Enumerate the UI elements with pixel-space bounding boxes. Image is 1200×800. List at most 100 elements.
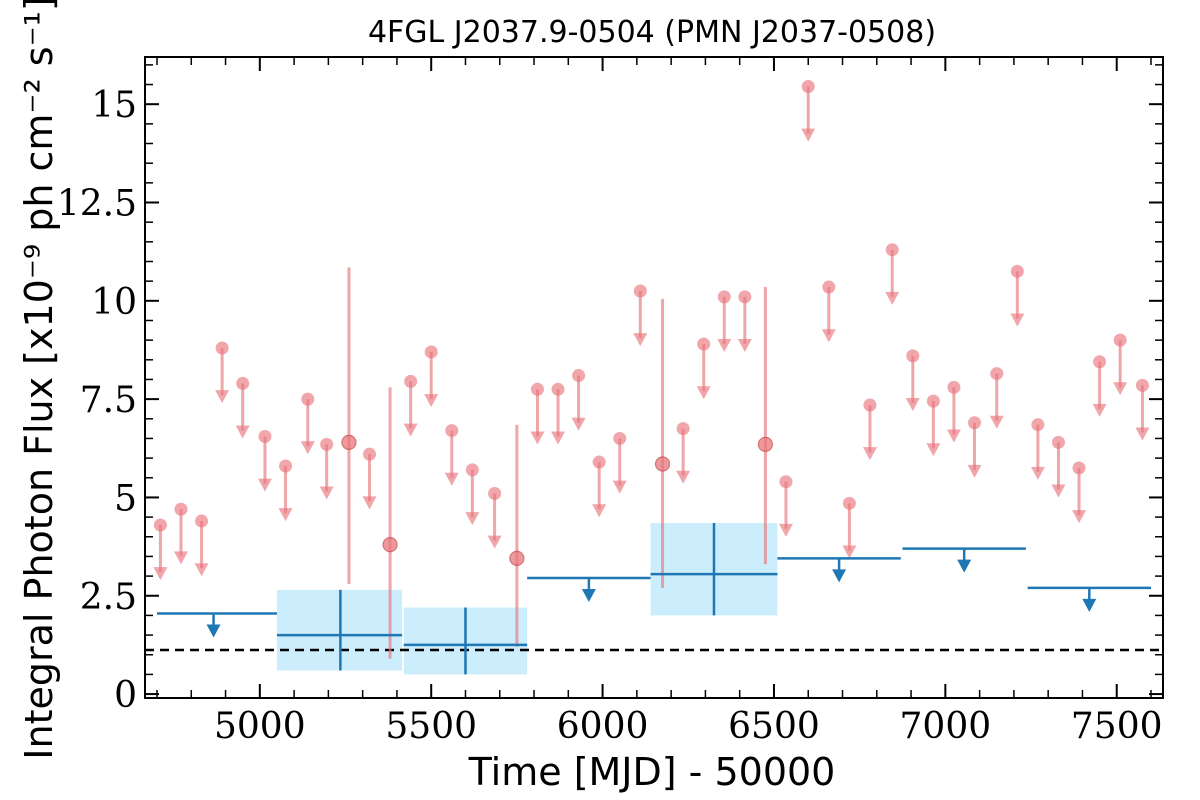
plot-frame <box>144 56 1164 699</box>
long-upper-limit-arrow <box>206 624 221 638</box>
short-upper-limit-point <box>779 475 793 489</box>
short-upper-limit-point <box>801 79 815 93</box>
short-upper-limit-point <box>404 374 418 388</box>
short-upper-limit-arrow <box>905 398 920 412</box>
short-upper-limit-point <box>863 398 877 412</box>
short-detection-point <box>654 456 671 472</box>
short-upper-limit-arrow <box>173 551 188 565</box>
y-tick-label: 10 <box>91 282 137 323</box>
short-upper-limit-point <box>926 394 940 408</box>
short-upper-limit-arrow <box>1010 313 1025 327</box>
short-upper-limit-arrow <box>946 429 961 443</box>
short-upper-limit-arrow <box>1051 484 1066 498</box>
short-upper-limit-point <box>947 380 961 394</box>
short-upper-limit-arrow <box>403 423 418 437</box>
short-upper-limit-point <box>613 431 627 445</box>
short-upper-limit-arrow <box>530 431 545 445</box>
short-upper-limit-point <box>842 496 856 510</box>
short-upper-limit-arrow <box>278 508 293 522</box>
short-upper-limit-point <box>465 463 479 477</box>
short-upper-limit-point <box>717 290 731 304</box>
short-upper-limit-arrow <box>551 431 566 445</box>
short-upper-limit-point <box>676 422 690 436</box>
short-upper-limit-arrow <box>1092 403 1107 417</box>
short-upper-limit-arrow <box>1030 466 1045 480</box>
x-tick-label: 5000 <box>214 706 306 747</box>
short-upper-limit-arrow <box>235 425 250 439</box>
short-upper-limit-point <box>320 437 334 451</box>
short-upper-limit-arrow <box>633 333 648 347</box>
chart-title: 4FGL J2037.9-0504 (PMN J2037-0508) <box>368 15 936 50</box>
short-upper-limit-point <box>592 455 606 469</box>
short-detection-point <box>509 550 525 566</box>
short-upper-limit-point <box>1135 378 1149 392</box>
short-upper-limit-point <box>967 416 981 430</box>
short-upper-limit-arrow <box>194 563 209 577</box>
short-upper-limit-arrow <box>1072 510 1087 524</box>
y-tick-label: 0 <box>114 675 137 716</box>
short-upper-limit-point <box>279 459 293 473</box>
short-upper-limit-point <box>1031 418 1045 432</box>
short-upper-limit-point <box>195 514 209 528</box>
short-upper-limit-point <box>258 429 272 443</box>
x-tick-label: 6000 <box>557 706 649 747</box>
plot-area <box>145 79 1163 675</box>
x-tick-label: 7500 <box>1071 706 1163 747</box>
short-upper-limit-arrow <box>778 523 793 537</box>
short-upper-limit-point <box>697 337 711 351</box>
short-upper-limit-point <box>551 382 565 396</box>
short-upper-limit-point <box>1051 435 1065 449</box>
x-tick-label: 5500 <box>385 706 477 747</box>
short-upper-limit-arrow <box>801 128 816 142</box>
short-upper-limit-arrow <box>487 535 502 549</box>
short-upper-limit-arrow <box>885 291 900 305</box>
short-upper-limit-point <box>633 284 647 298</box>
short-upper-limit-point <box>1072 461 1086 475</box>
long-upper-limit-arrow <box>832 569 847 583</box>
long-upper-limit-arrow <box>1082 598 1097 612</box>
short-upper-limit-point <box>822 280 836 294</box>
short-upper-limit-point <box>572 369 586 383</box>
short-upper-limit-arrow <box>571 417 586 431</box>
short-upper-limit-point <box>990 367 1004 381</box>
short-upper-limit-arrow <box>696 386 711 400</box>
y-tick-label: 12.5 <box>57 184 137 225</box>
short-upper-limit-point <box>301 392 315 406</box>
short-detection-point <box>382 537 398 553</box>
short-upper-limit-arrow <box>717 339 732 353</box>
short-upper-limit-point <box>885 243 899 257</box>
short-upper-limit-point <box>174 502 188 516</box>
short-upper-limit-arrow <box>153 567 168 581</box>
short-upper-limit-arrow <box>967 464 982 478</box>
short-upper-limit-arrow <box>612 480 627 494</box>
short-upper-limit-arrow <box>465 512 480 526</box>
short-detection-point <box>757 436 773 452</box>
long-upper-limit-arrow <box>957 559 972 573</box>
short-upper-limit-point <box>488 487 502 501</box>
y-axis-title: Integral Photon Flux [x10⁻⁹ ph cm⁻² s⁻¹] <box>17 0 61 760</box>
short-upper-limit-point <box>153 518 167 532</box>
long-upper-limit-arrow <box>581 589 596 603</box>
short-detection-point <box>341 434 357 450</box>
short-upper-limit-point <box>424 345 438 359</box>
short-upper-limit-arrow <box>300 441 315 455</box>
short-upper-limit-point <box>236 376 250 390</box>
x-tick-label: 7000 <box>900 706 992 747</box>
short-upper-limit-point <box>215 341 229 355</box>
short-upper-limit-arrow <box>862 447 877 461</box>
short-upper-limit-arrow <box>842 545 857 559</box>
short-upper-limit-arrow <box>215 390 230 404</box>
short-upper-limit-point <box>445 424 459 438</box>
short-upper-limit-point <box>363 447 377 461</box>
short-upper-limit-arrow <box>821 329 836 343</box>
short-upper-limit-arrow <box>1113 382 1128 396</box>
short-upper-limit-arrow <box>1135 427 1150 441</box>
short-upper-limit-arrow <box>319 486 334 500</box>
x-axis-title: Time [MJD] - 50000 <box>468 750 836 794</box>
short-upper-limit-arrow <box>257 478 272 492</box>
short-upper-limit-arrow <box>362 496 377 510</box>
y-tick-label: 15 <box>91 85 137 126</box>
y-tick-label: 7.5 <box>80 380 137 421</box>
short-upper-limit-arrow <box>989 415 1004 429</box>
